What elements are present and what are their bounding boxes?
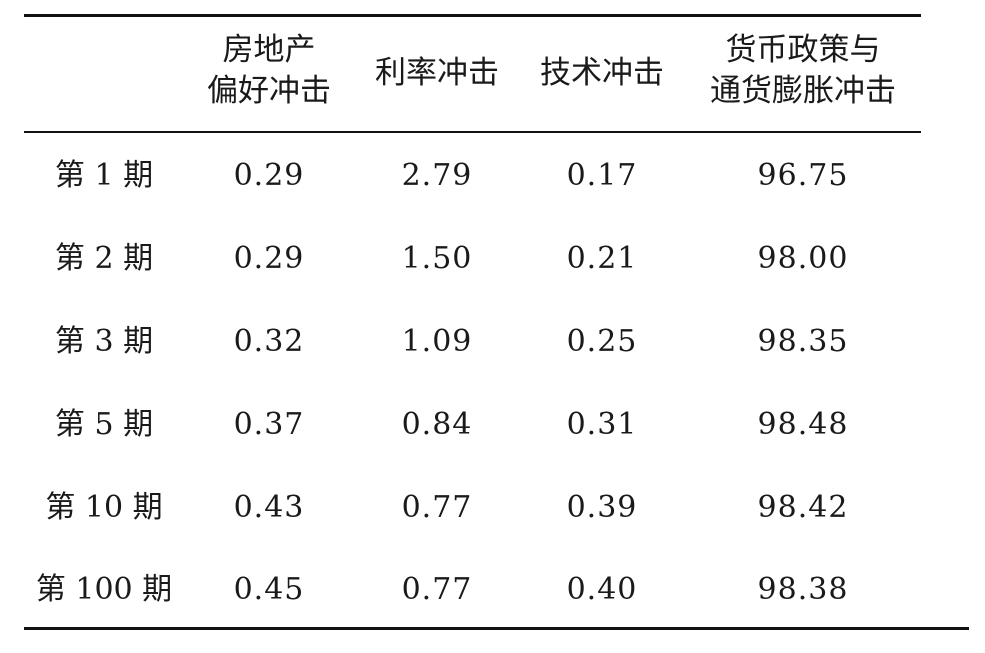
table-cell: 0.39 — [566, 490, 638, 525]
table-cell: 0.37 — [233, 407, 305, 442]
row-label: 第 100 期 — [35, 572, 173, 607]
header-line: 通货膨胀冲击 — [710, 73, 896, 109]
table-cell: 96.75 — [757, 158, 849, 193]
table-cell: 1.50 — [401, 241, 473, 276]
table-cell: 0.77 — [401, 572, 473, 607]
table-cell: 98.48 — [757, 407, 849, 442]
table-cell: 0.17 — [566, 158, 638, 193]
header-interest-rate-shock: 利率冲击 — [362, 53, 512, 94]
row-label: 第 10 期 — [45, 490, 163, 525]
row-label: 第 5 期 — [54, 407, 154, 442]
table-cell: 0.32 — [233, 324, 305, 359]
table-cell: 0.84 — [401, 407, 473, 442]
header-monetary-inflation-shock: 货币政策与 通货膨胀冲击 — [697, 30, 909, 112]
table-cell: 0.31 — [566, 407, 638, 442]
header-rule — [24, 131, 921, 133]
top-rule — [24, 14, 921, 17]
table-cell: 0.45 — [233, 572, 305, 607]
header-line: 技术冲击 — [540, 55, 664, 91]
table-cell: 98.35 — [757, 324, 849, 359]
header-housing-preference-shock: 房地产 偏好冲击 — [194, 30, 344, 112]
header-technology-shock: 技术冲击 — [527, 53, 677, 94]
table-cell: 2.79 — [401, 158, 473, 193]
header-line: 偏好冲击 — [207, 73, 331, 109]
table-cell: 98.00 — [757, 241, 849, 276]
table-cell: 0.43 — [233, 490, 305, 525]
header-line: 房地产 — [222, 32, 316, 68]
table-cell: 0.25 — [566, 324, 638, 359]
table-cell: 98.38 — [757, 572, 849, 607]
header-line: 货币政策与 — [725, 32, 881, 68]
table-cell: 98.42 — [757, 490, 849, 525]
table-cell: 0.29 — [233, 158, 305, 193]
bottom-rule — [24, 627, 969, 630]
table-cell: 0.21 — [566, 241, 638, 276]
table-cell: 1.09 — [401, 324, 473, 359]
table-cell: 0.29 — [233, 241, 305, 276]
table-cell: 0.77 — [401, 490, 473, 525]
header-line: 利率冲击 — [375, 55, 499, 91]
table-cell: 0.40 — [566, 572, 638, 607]
row-label: 第 1 期 — [54, 158, 154, 193]
row-label: 第 2 期 — [54, 241, 154, 276]
row-label: 第 3 期 — [54, 324, 154, 359]
